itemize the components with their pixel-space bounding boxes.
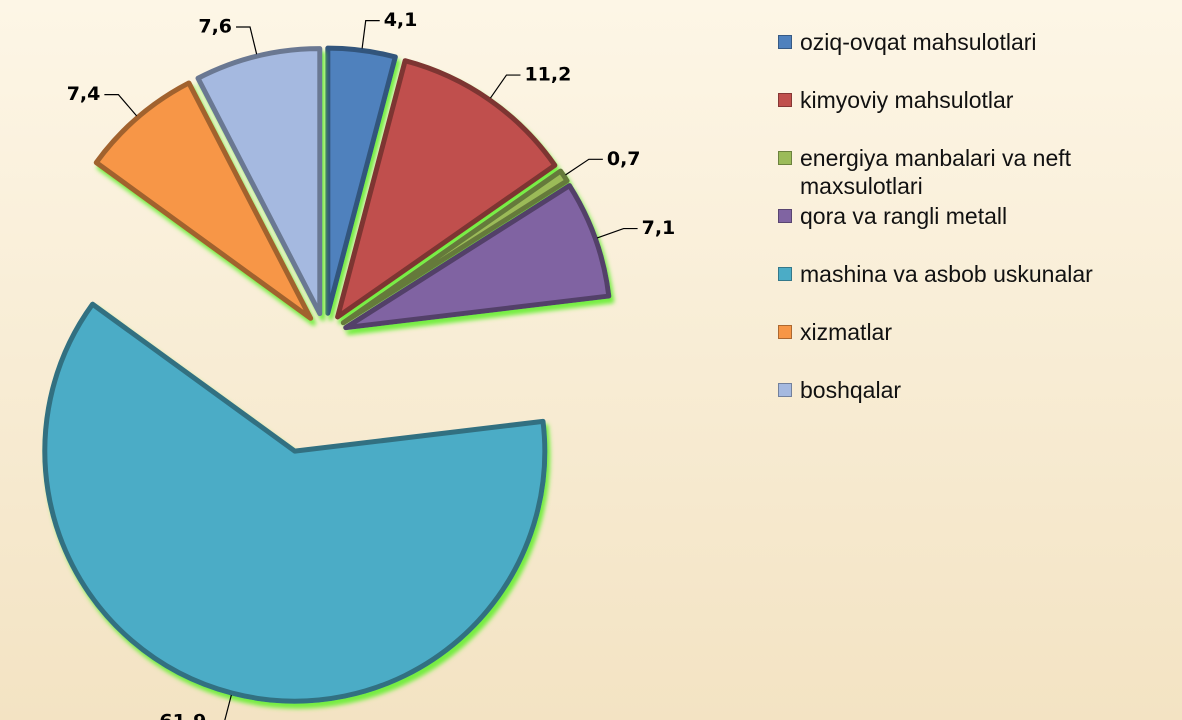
legend-label: boshqalar bbox=[800, 377, 902, 403]
pie-slice bbox=[93, 80, 314, 321]
pie-slice bbox=[340, 168, 570, 326]
legend-label: energiya manbalari va neft maxsulotlari bbox=[800, 145, 1072, 199]
data-label: 0,7 bbox=[607, 148, 641, 170]
chart: 4,1 11,2 0,7 7,1 61,9 7,4 7,6 bbox=[42, 9, 676, 720]
data-label: 7,1 bbox=[642, 217, 676, 239]
data-label: 4,1 bbox=[384, 9, 418, 31]
pie-slice bbox=[195, 46, 323, 317]
legend-label: xizmatlar bbox=[800, 319, 893, 345]
leader-line bbox=[236, 26, 258, 55]
legend-swatch bbox=[778, 35, 792, 49]
legend: oziq-ovqat mahsulotlari kimyoviy mahsulot… bbox=[778, 28, 1178, 434]
legend-item: energiya manbalari va neft maxsulotlari bbox=[778, 144, 1178, 202]
legend-label: kimyoviy mahsulotlar bbox=[800, 87, 1014, 113]
pie-slice bbox=[325, 45, 398, 316]
legend-label: mashina va asbob uskunalar bbox=[800, 261, 1093, 287]
legend-item: boshqalar bbox=[778, 376, 1178, 434]
legend-item: kimyoviy mahsulotlar bbox=[778, 86, 1178, 144]
legend-item: qora va rangli metall bbox=[778, 202, 1178, 260]
data-label: 7,6 bbox=[198, 15, 232, 37]
legend-swatch bbox=[778, 209, 792, 223]
data-label: 7,4 bbox=[67, 83, 101, 105]
pie-slice bbox=[42, 301, 548, 704]
leader-line bbox=[224, 694, 232, 720]
legend-item: oziq-ovqat mahsulotlari bbox=[778, 28, 1178, 86]
legend-label: qora va rangli metall bbox=[800, 203, 1008, 229]
legend-label: oziq-ovqat mahsulotlari bbox=[800, 29, 1037, 55]
legend-swatch bbox=[778, 267, 792, 281]
pie-slice bbox=[335, 58, 558, 320]
legend-swatch bbox=[778, 383, 792, 397]
leader-line bbox=[104, 93, 138, 117]
leader-line bbox=[361, 20, 380, 49]
data-label: 61,9 bbox=[159, 711, 206, 720]
legend-swatch bbox=[778, 93, 792, 107]
pie-slice bbox=[343, 183, 612, 331]
leader-line bbox=[597, 227, 638, 239]
leader-line bbox=[489, 74, 521, 99]
legend-item: mashina va asbob uskunalar bbox=[778, 260, 1178, 318]
legend-swatch bbox=[778, 151, 792, 165]
leader-line bbox=[565, 158, 603, 176]
legend-swatch bbox=[778, 325, 792, 339]
data-label: 11,2 bbox=[524, 64, 571, 86]
legend-item: xizmatlar bbox=[778, 318, 1178, 376]
